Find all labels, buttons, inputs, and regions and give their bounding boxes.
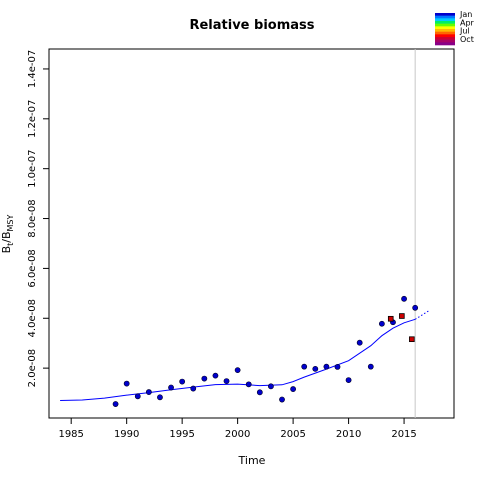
data-point — [356, 339, 363, 346]
data-point — [112, 401, 119, 407]
data-point — [168, 384, 174, 391]
legend-swatch — [435, 23, 455, 27]
fitted-biomass-line — [60, 318, 416, 401]
projection-dotted-line — [414, 309, 430, 320]
data-point — [157, 394, 163, 401]
legend-swatch — [435, 21, 455, 24]
data-point — [345, 377, 352, 384]
data-point — [323, 363, 330, 370]
data-point — [412, 304, 419, 311]
predicted-point — [409, 336, 415, 343]
y-tick-label: 1.0e-07 — [27, 149, 38, 187]
legend-swatch — [435, 42, 455, 46]
data-point — [256, 389, 263, 396]
y-tick-label: 6.0e-08 — [27, 249, 38, 287]
x-tick-label: 1985 — [58, 429, 83, 440]
data-point — [334, 363, 341, 370]
legend-label: Oct — [460, 35, 474, 44]
data-point — [190, 385, 197, 392]
legend-swatch — [435, 37, 455, 40]
data-point — [223, 378, 230, 384]
data-point — [212, 372, 219, 379]
legend-swatch — [435, 29, 455, 32]
legend-label: Jul — [459, 27, 470, 36]
data-point — [401, 295, 407, 302]
x-tick-label: 2010 — [336, 429, 361, 440]
data-point — [134, 393, 141, 400]
predicted-point — [399, 313, 405, 319]
x-tick-label: 2005 — [280, 429, 305, 440]
predicted-point — [387, 315, 394, 322]
y-tick-label: 2.0e-08 — [27, 349, 38, 387]
legend-swatch — [435, 13, 455, 16]
legend-swatch — [435, 26, 455, 30]
legend-swatch — [435, 31, 455, 35]
x-tick-label: 2015 — [391, 429, 416, 440]
x-axis-label: Time — [238, 454, 266, 467]
chart-title: Relative biomass — [189, 18, 314, 33]
data-point — [290, 386, 297, 392]
data-point — [245, 381, 252, 388]
x-tick-label: 2000 — [225, 429, 250, 440]
y-axis-label: Bt/BMSY — [0, 214, 15, 253]
legend-swatch — [435, 34, 455, 38]
data-point — [234, 367, 241, 374]
x-tick-label: 1995 — [169, 429, 194, 440]
legend-swatch — [435, 39, 455, 43]
legend-swatch — [435, 15, 455, 19]
y-tick-label: 1.4e-07 — [27, 50, 38, 88]
data-point — [179, 378, 186, 385]
data-point — [145, 389, 152, 395]
data-point — [312, 365, 319, 372]
data-point — [301, 363, 308, 370]
data-point — [268, 383, 274, 390]
y-tick-label: 1.2e-07 — [27, 100, 38, 138]
data-point — [201, 375, 208, 382]
data-point — [378, 320, 385, 327]
data-point — [279, 396, 285, 403]
legend-label: Apr — [460, 18, 475, 27]
data-point — [367, 363, 374, 370]
data-point — [123, 380, 130, 387]
x-tick-label: 1990 — [114, 429, 139, 440]
y-tick-label: 8.0e-08 — [27, 199, 38, 237]
legend-swatch — [435, 18, 455, 22]
y-tick-label: 4.0e-08 — [27, 299, 38, 337]
legend-label: Jan — [459, 10, 472, 19]
plot-frame — [48, 48, 455, 419]
